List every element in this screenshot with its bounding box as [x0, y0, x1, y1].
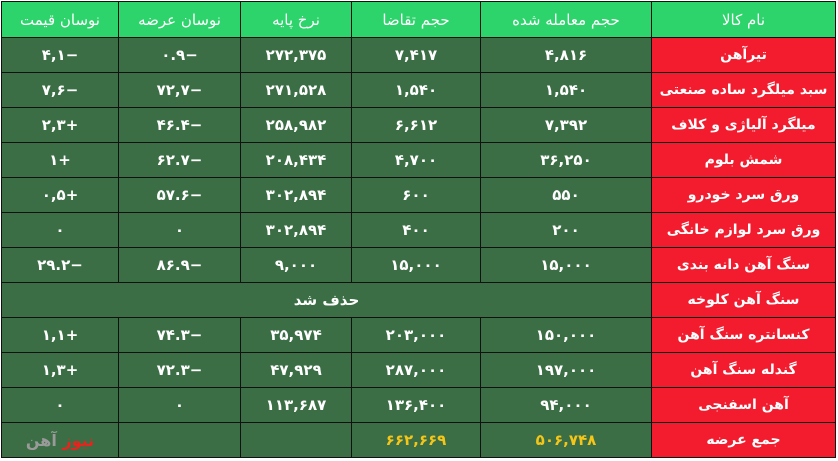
cell-removed: حذف شد	[1, 282, 652, 318]
table-row: آهن اسفنجی ۹۴,۰۰۰ ۱۳۶,۴۰۰ ۱۱۳,۶۸۷ ۰ ۰	[1, 387, 836, 423]
cell-base-price: ۹,۰۰۰	[240, 247, 352, 283]
total-row: جمع عرضه ۵۰۶,۷۴۸ ۶۶۲,۶۶۹ نیوز آهن	[1, 422, 836, 458]
table-row: میلگرد آلیاژی و کلاف ۷,۳۹۲ ۶,۶۱۲ ۲۵۸,۹۸۲ −۴۶…	[1, 107, 836, 143]
cell-traded: ۱۵,۰۰۰	[480, 247, 652, 283]
table-row: شمش بلوم ۳۶,۲۵۰ ۴,۷۰۰ ۲۰۸,۴۳۴ −۶۲.۷ +۱	[1, 142, 836, 178]
cell-demand: ۶,۶۱۲	[351, 107, 481, 143]
cell-base-price: ۴۷,۹۲۹	[240, 352, 352, 388]
cell-traded: ۷,۳۹۲	[480, 107, 652, 143]
cell-base-price: ۳۰۲,۸۹۴	[240, 212, 352, 248]
table-row: ورق سرد خودرو ۵۵۰ ۶۰۰ ۳۰۲,۸۹۴ −۵۷.۶ +۰,۵	[1, 177, 836, 213]
cell-price-change: ۰	[1, 212, 119, 248]
cell-base-price: ۲۰۸,۴۳۴	[240, 142, 352, 178]
cell-traded: ۱۵۰,۰۰۰	[480, 317, 652, 353]
cell-demand: ۷,۴۱۷	[351, 37, 481, 73]
cell-supply-change: −۰.۹	[118, 37, 241, 73]
cell-demand: ۲۸۷,۰۰۰	[351, 352, 481, 388]
cell-traded: ۲۰۰	[480, 212, 652, 248]
header-price-change: نوسان قیمت	[1, 1, 119, 38]
cell-demand: ۶۰۰	[351, 177, 481, 213]
header-traded: حجم معامله شده	[480, 1, 652, 38]
cell-price-change: +۱,۳	[1, 352, 119, 388]
cell-price-change: +۱	[1, 142, 119, 178]
cell-supply-change: ۰	[118, 387, 241, 423]
cell-demand: ۱۳۶,۴۰۰	[351, 387, 481, 423]
cell-demand: ۱۵,۰۰۰	[351, 247, 481, 283]
header-base-price: نرخ پایه	[240, 1, 352, 38]
cell-supply-change: −۷۲,۷	[118, 72, 241, 108]
cell-supply-change: ۰	[118, 212, 241, 248]
cell-product-name: کنسانتره سنگ آهن	[651, 317, 836, 353]
empty-cell	[118, 422, 241, 458]
table-row: ورق سرد لوازم خانگی ۲۰۰ ۴۰۰ ۳۰۲,۸۹۴ ۰ ۰	[1, 212, 836, 248]
cell-base-price: ۲۷۱,۵۲۸	[240, 72, 352, 108]
cell-traded: ۹۴,۰۰۰	[480, 387, 652, 423]
cell-product-name: سنگ آهن دانه بندی	[651, 247, 836, 283]
cell-product-name: ورق سرد لوازم خانگی	[651, 212, 836, 248]
cell-traded: ۳۶,۲۵۰	[480, 142, 652, 178]
watermark-cell: نیوز آهن	[1, 422, 119, 458]
cell-demand: ۴۰۰	[351, 212, 481, 248]
cell-supply-change: −۶۲.۷	[118, 142, 241, 178]
cell-base-price: ۲۵۸,۹۸۲	[240, 107, 352, 143]
table-row: سنگ آهن دانه بندی ۱۵,۰۰۰ ۱۵,۰۰۰ ۹,۰۰۰ −۸۶.۹−…	[1, 247, 836, 283]
cell-base-price: ۱۱۳,۶۸۷	[240, 387, 352, 423]
cell-price-change: +۰,۵	[1, 177, 119, 213]
table-row: کنسانتره سنگ آهن ۱۵۰,۰۰۰ ۲۰۳,۰۰۰ ۳۵,۹۷۴ −۷۴.…	[1, 317, 836, 353]
cell-demand: ۲۰۳,۰۰۰	[351, 317, 481, 353]
cell-traded: ۵۵۰	[480, 177, 652, 213]
header-name: نام کالا	[651, 1, 836, 38]
cell-supply-change: −۷۴.۳	[118, 317, 241, 353]
cell-supply-change: −۴۶.۴	[118, 107, 241, 143]
total-label: جمع عرضه	[651, 422, 836, 458]
cell-product-name: تیرآهن	[651, 37, 836, 73]
cell-demand: ۴,۷۰۰	[351, 142, 481, 178]
header-supply-change: نوسان عرضه	[118, 1, 241, 38]
header-row: نام کالا حجم معامله شده حجم تقاضا نرخ پا…	[1, 1, 836, 38]
table-row: سنگ آهن کلوخه حذف شد	[1, 282, 836, 318]
cell-traded: ۱۹۷,۰۰۰	[480, 352, 652, 388]
cell-price-change: +۱,۱	[1, 317, 119, 353]
cell-base-price: ۳۰۲,۸۹۴	[240, 177, 352, 213]
header-demand: حجم تقاضا	[351, 1, 481, 38]
total-demand: ۶۶۲,۶۶۹	[351, 422, 481, 458]
cell-product-name: سنگ آهن کلوخه	[651, 282, 836, 318]
cell-price-change: −۴,۱	[1, 37, 119, 73]
cell-product-name: میلگرد آلیاژی و کلاف	[651, 107, 836, 143]
watermark-logo: نیوز آهن	[25, 430, 95, 450]
cell-demand: ۱,۵۴۰	[351, 72, 481, 108]
cell-price-change: −۲۹.۲	[1, 247, 119, 283]
cell-base-price: ۲۷۲,۳۷۵	[240, 37, 352, 73]
cell-product-name: گندله سنگ آهن	[651, 352, 836, 388]
empty-cell	[240, 422, 352, 458]
cell-base-price: ۳۵,۹۷۴	[240, 317, 352, 353]
cell-traded: ۴,۸۱۶	[480, 37, 652, 73]
cell-price-change: ۰	[1, 387, 119, 423]
total-traded: ۵۰۶,۷۴۸	[480, 422, 652, 458]
cell-supply-change: −۷۲.۳	[118, 352, 241, 388]
table-row: تیرآهن ۴,۸۱۶ ۷,۴۱۷ ۲۷۲,۳۷۵ −۰.۹ −۴,۱	[1, 37, 836, 73]
cell-traded: ۱,۵۴۰	[480, 72, 652, 108]
cell-supply-change: −۸۶.۹	[118, 247, 241, 283]
cell-price-change: −۷,۶	[1, 72, 119, 108]
cell-product-name: شمش بلوم	[651, 142, 836, 178]
cell-supply-change: −۵۷.۶	[118, 177, 241, 213]
table-row: گندله سنگ آهن ۱۹۷,۰۰۰ ۲۸۷,۰۰۰ ۴۷,۹۲۹ −۷۲.۳ +۱…	[1, 352, 836, 388]
cell-product-name: آهن اسفنجی	[651, 387, 836, 423]
table-row: سبد میلگرد ساده صنعتی ۱,۵۴۰ ۱,۵۴۰ ۲۷۱,۵۲۸ −۷…	[1, 72, 836, 108]
cell-price-change: +۲,۳	[1, 107, 119, 143]
cell-product-name: سبد میلگرد ساده صنعتی	[651, 72, 836, 108]
cell-product-name: ورق سرد خودرو	[651, 177, 836, 213]
